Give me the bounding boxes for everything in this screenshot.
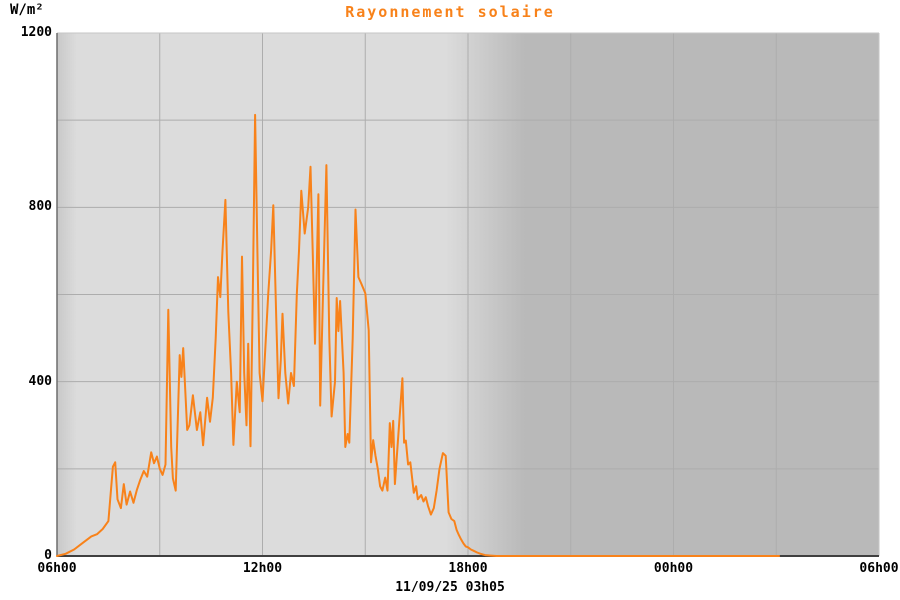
y-tick-label: 800 [28, 199, 52, 215]
radiation-line-series [56, 113, 781, 557]
timestamp-label: 11/09/25 03h05 [395, 580, 505, 595]
y-tick-label: 1200 [20, 25, 52, 40]
x-tick-label: 00h00 [653, 561, 694, 576]
x-tick-label: 18h00 [448, 561, 488, 576]
y-axis-unit-label: W/m² [10, 2, 44, 18]
y-tick-label: 400 [28, 373, 52, 389]
x-tick-label: 12h00 [242, 561, 283, 576]
x-tick-label: 06h00 [37, 561, 77, 576]
chart-title: Rayonnement solaire [345, 3, 555, 21]
y-tick-label: 0 [44, 548, 52, 563]
x-tick-label: 06h00 [859, 561, 899, 576]
